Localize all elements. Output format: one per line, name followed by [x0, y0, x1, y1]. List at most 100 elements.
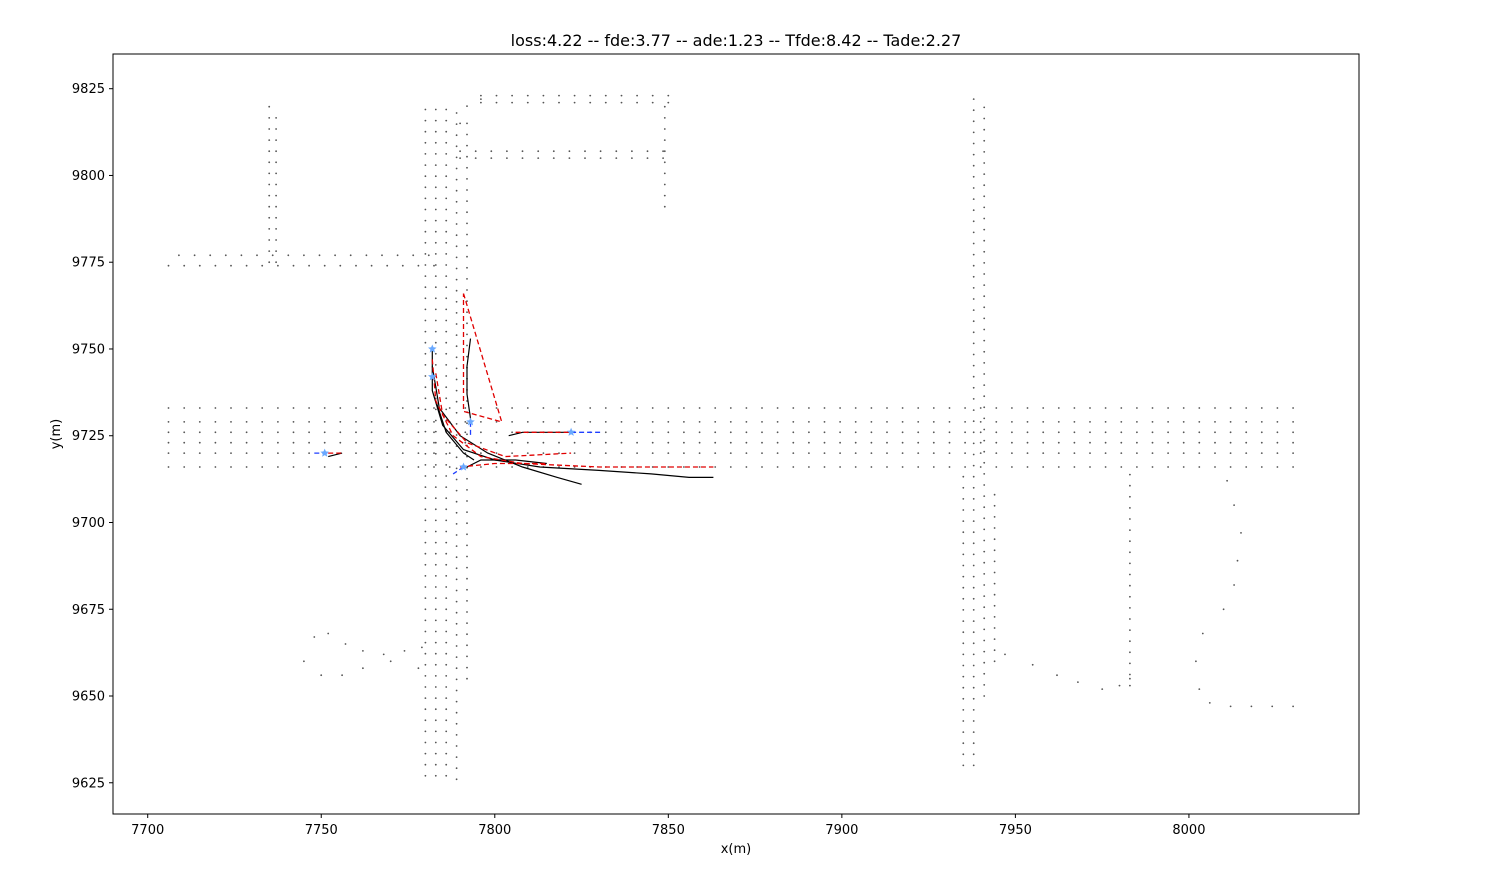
h-road-4-point	[198, 441, 201, 444]
v-right-2-point	[972, 686, 975, 689]
h-road-6-point	[745, 466, 748, 468]
y-tick-label: 9775	[72, 256, 105, 271]
v-left-4-point	[455, 500, 458, 503]
v-left-2-point	[434, 341, 437, 344]
curve-bottom-left-point	[341, 674, 343, 677]
v-left-5-point	[466, 522, 468, 525]
h-road-4-point	[1198, 441, 1201, 444]
v-far-left-2-point	[275, 161, 277, 164]
h-road-3-point	[1011, 431, 1013, 434]
v-right-3-point	[983, 228, 986, 231]
top-left-road-1-point	[214, 264, 217, 267]
h-road-6-point	[230, 466, 232, 468]
h-road-5-point	[401, 452, 404, 454]
v-right-1-point	[962, 653, 965, 656]
v-left-5-point	[466, 511, 468, 513]
top-right-road-1-point	[584, 150, 586, 153]
v-right-2-point	[972, 553, 975, 556]
h-road-4-point	[604, 441, 607, 444]
v-right-3-point	[983, 139, 986, 142]
v-right-1-point	[962, 542, 965, 545]
h-road-6-point	[198, 466, 201, 468]
v-left-3-point	[445, 774, 448, 777]
h-road-1-point	[526, 407, 529, 409]
v-right-2-point	[972, 386, 975, 389]
top-left-road-1-point	[323, 264, 326, 267]
h-road-3-point	[277, 431, 279, 434]
h-road-5-point	[261, 452, 264, 454]
v-left-3-point	[445, 663, 448, 666]
v-right-4-point	[993, 616, 996, 618]
v-left-2-point	[434, 219, 437, 222]
v-left-3-point	[445, 386, 448, 389]
agent-markers-layer	[320, 344, 576, 471]
v-left-4-point	[455, 323, 458, 325]
v-far-left-2-point	[275, 205, 277, 208]
h-road-6-point	[1276, 466, 1279, 468]
h-road-4-point	[167, 441, 170, 444]
v-left-5-point	[466, 311, 468, 314]
h-road-4-point	[417, 441, 420, 444]
v-far-right-1-point	[1129, 507, 1131, 509]
v-left-3-point	[445, 452, 448, 455]
h-road-3-point	[1042, 431, 1045, 434]
v-mid-1-point	[663, 183, 666, 186]
h-road-4-point	[542, 441, 545, 444]
h-road-3-point	[1026, 431, 1029, 434]
h-road-6-point	[433, 466, 435, 468]
v-left-1-point	[424, 708, 427, 711]
v-left-3-point	[445, 508, 448, 511]
h-road-1-point	[323, 407, 326, 409]
v-right-4-point	[993, 604, 996, 607]
h-road-4-point	[245, 441, 248, 444]
agent-marker	[320, 448, 329, 457]
h-road-3-point	[964, 431, 966, 434]
curve-bottom-right-2-point	[1208, 702, 1211, 704]
v-far-left-2-point	[275, 228, 277, 230]
h-road-1-point	[823, 407, 826, 409]
v-left-1-point	[424, 752, 427, 755]
v-far-right-1-point	[1129, 529, 1131, 531]
h-road-4-point	[636, 441, 638, 444]
v-left-4-point	[455, 400, 458, 403]
h-road-2-point	[995, 421, 998, 423]
v-mid-1-point	[663, 139, 666, 142]
plot-frame	[112, 53, 1360, 815]
v-right-2-point	[972, 420, 975, 423]
v-right-3-point	[983, 151, 986, 153]
h-road-2-point	[1042, 421, 1045, 423]
v-left-1-point	[424, 108, 427, 111]
h-road-1-point	[1214, 407, 1216, 409]
v-left-4-point	[455, 134, 458, 137]
h-road-6-point	[1151, 466, 1154, 468]
h-road-3-point	[1245, 431, 1248, 434]
v-left-1-point	[424, 386, 427, 389]
v-left-5-point	[466, 355, 468, 358]
h-road-4-point	[1136, 441, 1138, 444]
h-road-1-point	[339, 407, 342, 409]
v-right-1-point	[962, 642, 965, 645]
v-right-2-point	[972, 642, 975, 645]
v-right-4-point	[993, 493, 996, 496]
pred-agent-1-line	[431, 359, 714, 468]
y-tick-label: 9825	[72, 82, 105, 97]
h-road-6-point	[714, 466, 717, 468]
v-mid-1-point	[663, 172, 666, 175]
h-road-1-point	[1167, 407, 1169, 409]
h-road-6-point	[480, 466, 482, 468]
h-road-6-point	[339, 466, 342, 468]
v-left-3-point	[445, 719, 448, 722]
v-left-2-point	[434, 752, 437, 755]
v-left-1-point	[424, 675, 427, 677]
v-left-5-point	[466, 266, 468, 269]
h-road-6-point	[1136, 466, 1138, 468]
h-road-3-point	[495, 431, 498, 434]
h-road-3-point	[714, 431, 717, 434]
h-road-4-point	[745, 441, 748, 444]
h-road-6-point	[1104, 466, 1107, 468]
h-road-4-point	[886, 441, 888, 444]
v-left-1-point	[424, 286, 427, 289]
h-road-2-point	[1011, 421, 1013, 423]
h-road-3-point	[839, 431, 841, 434]
h-road-3-point	[339, 431, 342, 434]
